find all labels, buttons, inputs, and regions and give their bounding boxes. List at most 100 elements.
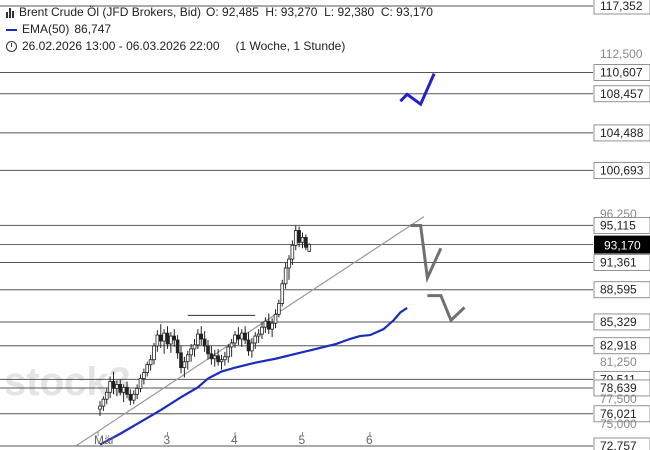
candle-body (273, 313, 278, 324)
candle-body (121, 386, 126, 393)
current-price-label: 93,170 (604, 239, 641, 253)
candle-body (185, 354, 190, 363)
candle-body (236, 334, 241, 340)
y-tick-label: 100,693 (600, 163, 644, 177)
y-tick-label: 95,115 (600, 218, 636, 232)
y-tick-box (593, 217, 650, 234)
candle-body (209, 353, 214, 360)
y-tick-label: 72,757 (600, 439, 637, 450)
candle-body (260, 326, 264, 335)
y-tick-label: 85,329 (600, 315, 637, 329)
current-price-tag (594, 235, 650, 254)
candle-body (263, 320, 268, 328)
candle-body (307, 243, 312, 252)
candle-body (98, 405, 102, 410)
y-tick-label: 88,595 (600, 283, 637, 297)
candle-body (304, 236, 308, 248)
chart-legend: Brent Crude Öl (JFD Brokers, Bid) O: 92,… (6, 4, 433, 55)
candle-body (246, 339, 251, 352)
candle-body (223, 356, 227, 361)
candle-body (111, 381, 116, 389)
y-tick-label: 75,000 (600, 417, 637, 431)
y-tick-box (593, 281, 650, 299)
scenario-path-2 (410, 224, 443, 284)
candle-body (196, 333, 200, 346)
x-tick-label: 3 (164, 433, 171, 447)
candle-body (202, 338, 207, 347)
candle-body (270, 322, 274, 330)
candle-body (118, 384, 123, 393)
y-tick-box (593, 405, 650, 423)
candle-body (256, 333, 261, 337)
candle-body (243, 332, 247, 341)
y-tick-label: 81,250 (600, 355, 637, 369)
y-tick-label: 91,361 (600, 255, 637, 269)
ema-line (99, 307, 408, 446)
y-tick-box (593, 313, 650, 331)
candle-body (280, 283, 285, 304)
candle-body (287, 258, 291, 269)
y-tick-label: 77,500 (600, 392, 637, 406)
x-tick-label: 5 (299, 433, 306, 447)
candle-body (300, 236, 305, 243)
y-tick-box (593, 379, 650, 397)
legend-row-instrument: Brent Crude Öl (JFD Brokers, Bid) O: 92,… (6, 4, 433, 21)
x-tick-label: 4 (231, 433, 238, 447)
y-tick-box (593, 0, 650, 15)
y-tick-label: 112,500 (600, 47, 643, 61)
candle-body (216, 355, 220, 363)
candle-body (162, 332, 166, 342)
y-tick-box (593, 85, 650, 103)
candle-body (229, 342, 234, 348)
candle-body (253, 335, 258, 344)
candle-body (101, 398, 106, 407)
candle-body (145, 364, 150, 373)
ema-label: EMA(50) (22, 22, 70, 36)
candle-body (226, 346, 231, 358)
scenario-path-3 (427, 294, 466, 323)
candle-body (108, 381, 112, 393)
y-tick-box (593, 64, 650, 81)
candle-body (283, 267, 288, 285)
interval: (1 Woche, 1 Stunde) (235, 39, 346, 53)
candle-body (115, 384, 119, 389)
ema-line-icon (6, 28, 17, 31)
legend-row-range: 26.02.2026 13:00 - 06.03.2026 22:00 (1 W… (6, 38, 433, 55)
candlestick-icon (6, 7, 14, 18)
candle-body (158, 334, 163, 342)
y-tick-label: 110,607 (600, 66, 643, 80)
ema-value: 86,747 (74, 22, 112, 36)
y-tick-label: 76,021 (600, 407, 637, 421)
x-tick-label: Mär (94, 433, 115, 447)
candle-body (266, 320, 271, 330)
candle-body (131, 393, 136, 401)
instrument-name: Brent Crude Öl (JFD Brokers, Bid) (19, 5, 202, 19)
candle-body (152, 345, 156, 361)
y-tick-box (593, 161, 650, 179)
candle-body (138, 378, 143, 389)
candle-body (128, 393, 133, 401)
candle-body (169, 335, 173, 345)
candle-body (104, 391, 109, 400)
candle-body (206, 345, 210, 355)
y-tick-box (593, 337, 650, 355)
candle-body (148, 359, 153, 366)
clock-icon (6, 41, 17, 52)
candle-body (239, 332, 244, 340)
y-tick-box (593, 437, 650, 450)
ohlc-values: O: 92,485 H: 93,270 L: 92,380 C: 93,170 (206, 5, 433, 19)
candle-body (219, 359, 224, 363)
y-tick-label: 82,918 (600, 339, 637, 353)
date-range: 26.02.2026 13:00 - 06.03.2026 22:00 (22, 39, 220, 53)
y-tick-label: 78,639 (600, 381, 637, 395)
candle-body (250, 342, 254, 352)
candle-body (189, 348, 193, 356)
candle-body (155, 334, 160, 347)
candle-body (290, 244, 295, 260)
candle-body (233, 334, 237, 344)
x-tick-label: 6 (366, 433, 373, 447)
candle-body (293, 230, 298, 246)
y-tick-label: 117,352 (600, 0, 643, 13)
